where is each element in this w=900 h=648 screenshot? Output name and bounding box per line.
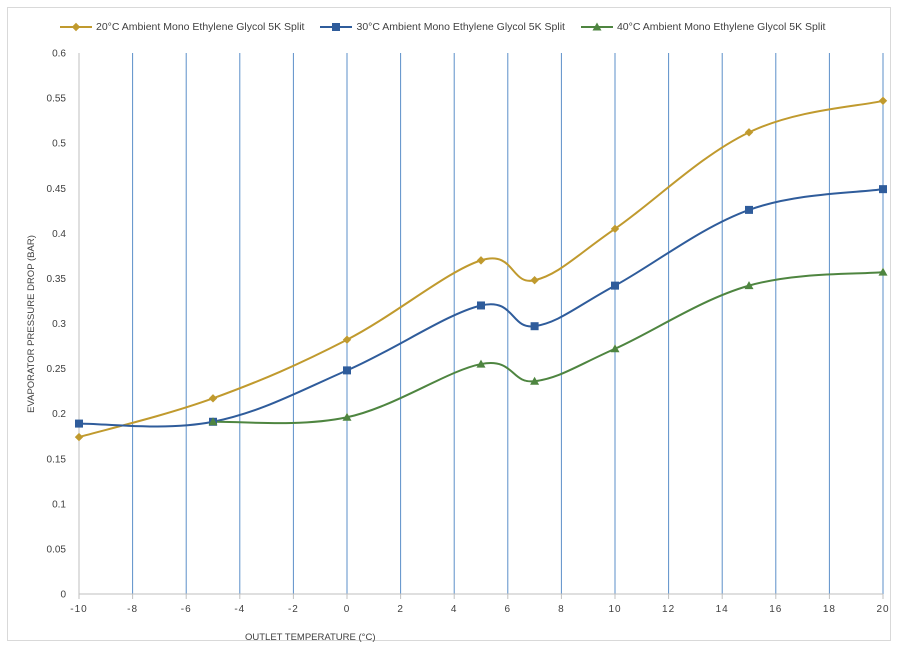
x-tick-label: 14	[716, 604, 729, 615]
series-line-2	[78, 188, 884, 428]
legend-marker	[71, 22, 81, 32]
data-point-series-1	[476, 256, 486, 265]
data-point-series-1	[744, 128, 754, 137]
y-tick-label: 0.3	[52, 319, 66, 330]
triangle-marker-icon	[580, 22, 613, 31]
x-tick-label: 0	[344, 604, 351, 615]
data-point-series-2	[477, 301, 485, 310]
y-tick-label: 0.4	[52, 229, 66, 240]
x-tick-label: 10	[608, 604, 621, 615]
y-tick-label: 0.5	[52, 139, 66, 150]
legend-label: 30°C Ambient Mono Ethylene Glycol 5K Spl…	[356, 21, 565, 33]
tick-labels: -10 -8 -6 -4 -2 0 2 4 6 8 10 12 14 16 18 20 0 0.05 0.1 0.15…	[47, 49, 889, 616]
x-tick-label: 12	[662, 604, 675, 615]
data-point-series-1	[342, 335, 352, 344]
legend-marker	[592, 22, 602, 31]
x-tick-label: 6	[505, 604, 512, 615]
data-point-series-3	[530, 376, 540, 385]
data-point-series-1	[878, 96, 888, 105]
y-tick-label: 0.45	[47, 184, 67, 195]
x-tick-label: -2	[288, 604, 299, 615]
y-axis-title: EVAPORATOR PRESSURE DROP (BAR)	[26, 235, 37, 413]
data-point-series-3	[208, 417, 218, 426]
diamond-marker-icon	[60, 22, 92, 32]
y-tick-label: 0.25	[47, 364, 67, 375]
legend: 20°C Ambient Mono Ethylene Glycol 5K Spl…	[60, 15, 825, 39]
legend-label: 40°C Ambient Mono Ethylene Glycol 5K Spl…	[616, 21, 826, 33]
series-markers	[74, 96, 888, 442]
x-tick-label: 2	[397, 604, 404, 615]
data-point-series-3	[342, 412, 352, 421]
y-tick-label: 0.05	[47, 544, 67, 555]
data-point-series-1	[208, 394, 218, 403]
data-point-series-2	[611, 281, 619, 290]
x-tick-label: -10	[70, 604, 87, 615]
data-point-series-2	[343, 366, 351, 375]
data-point-series-2	[75, 419, 83, 428]
data-point-series-3	[610, 344, 620, 353]
data-point-series-1	[74, 432, 84, 442]
legend-item-1: 20°C Ambient Mono Ethylene Glycol 5K Spl…	[60, 21, 304, 33]
legend-label: 20°C Ambient Mono Ethylene Glycol 5K Spl…	[96, 21, 305, 33]
grid-lines	[132, 53, 884, 594]
chart-frame	[7, 7, 891, 641]
data-point-series-1	[530, 276, 539, 285]
x-tick-label: 8	[558, 604, 565, 615]
series-line-3	[212, 271, 884, 425]
x-tick-label: 4	[451, 604, 458, 615]
x-tick-label: -8	[127, 604, 138, 615]
y-tick-label: 0.55	[47, 94, 67, 105]
data-point-series-3	[878, 267, 888, 276]
series-line-1	[78, 99, 884, 439]
data-point-series-3	[744, 281, 754, 290]
y-tick-label: 0.1	[52, 499, 66, 510]
data-point-series-3	[476, 359, 486, 368]
legend-item-2: 30°C Ambient Mono Ethylene Glycol 5K Spl…	[320, 21, 565, 33]
x-tick-label: 20	[876, 604, 889, 615]
y-tick-label: 0.6	[52, 49, 66, 60]
x-tick-label: -6	[181, 604, 192, 615]
y-tick-label: 0.2	[52, 409, 66, 420]
x-axis-title: OUTLET TEMPERATURE (°C)	[245, 632, 375, 643]
legend-marker	[332, 23, 341, 31]
axes	[78, 53, 884, 599]
x-tick-label: 16	[769, 604, 782, 615]
data-point-series-2	[745, 205, 753, 214]
y-tick-label: 0.35	[47, 274, 67, 285]
data-point-series-1	[610, 224, 620, 234]
square-marker-icon	[320, 23, 353, 31]
x-tick-label: 18	[823, 604, 836, 615]
data-point-series-2	[530, 322, 539, 331]
x-tick-label: -4	[234, 604, 245, 615]
legend-item-3: 40°C Ambient Mono Ethylene Glycol 5K Spl…	[580, 21, 826, 33]
y-tick-label: 0.15	[47, 454, 67, 465]
series-lines	[78, 99, 884, 439]
y-tick-label: 0	[60, 590, 66, 601]
data-point-series-2	[879, 185, 887, 194]
